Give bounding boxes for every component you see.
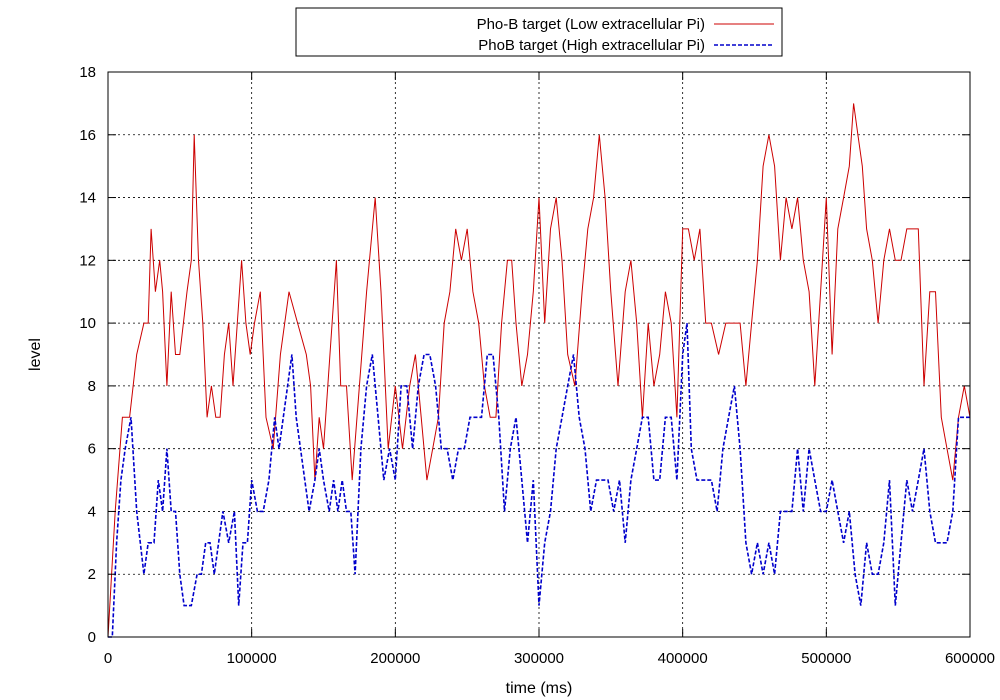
y-tick-label: 6 — [88, 441, 96, 458]
x-axis-label: time (ms) — [506, 680, 573, 697]
y-tick-label: 2 — [88, 566, 96, 583]
legend: Pho-B target (Low extracellular Pi) PhoB… — [295, 7, 783, 57]
legend-label-high-pi: PhoB target (High extracellular Pi) — [478, 37, 705, 54]
legend-box — [295, 7, 783, 57]
series-line-high-pi — [108, 322, 970, 638]
y-axis-label: level — [27, 338, 44, 371]
y-tick-label: 4 — [88, 503, 96, 520]
x-tick-label: 0 — [104, 650, 112, 667]
axis-ticks: 0 100000 200000 300000 400000 500000 600000 0 2 4… — [79, 64, 995, 667]
series-line-low-pi — [107, 103, 971, 638]
y-tick-label: 14 — [79, 190, 96, 207]
x-tick-label: 500000 — [801, 650, 851, 667]
x-tick-label: 600000 — [945, 650, 995, 667]
grid-lines — [108, 72, 970, 637]
x-tick-label: 300000 — [514, 650, 564, 667]
y-tick-label: 12 — [79, 252, 96, 269]
x-tick-label: 100000 — [227, 650, 277, 667]
y-tick-label: 18 — [79, 64, 96, 81]
y-tick-label: 10 — [79, 315, 96, 332]
series-layer — [107, 103, 971, 638]
x-tick-label: 400000 — [658, 650, 708, 667]
y-tick-label: 16 — [79, 127, 96, 144]
x-tick-label: 200000 — [370, 650, 420, 667]
legend-label-low-pi: Pho-B target (Low extracellular Pi) — [477, 16, 705, 33]
y-tick-label: 8 — [88, 378, 96, 395]
y-tick-label: 0 — [88, 629, 96, 646]
